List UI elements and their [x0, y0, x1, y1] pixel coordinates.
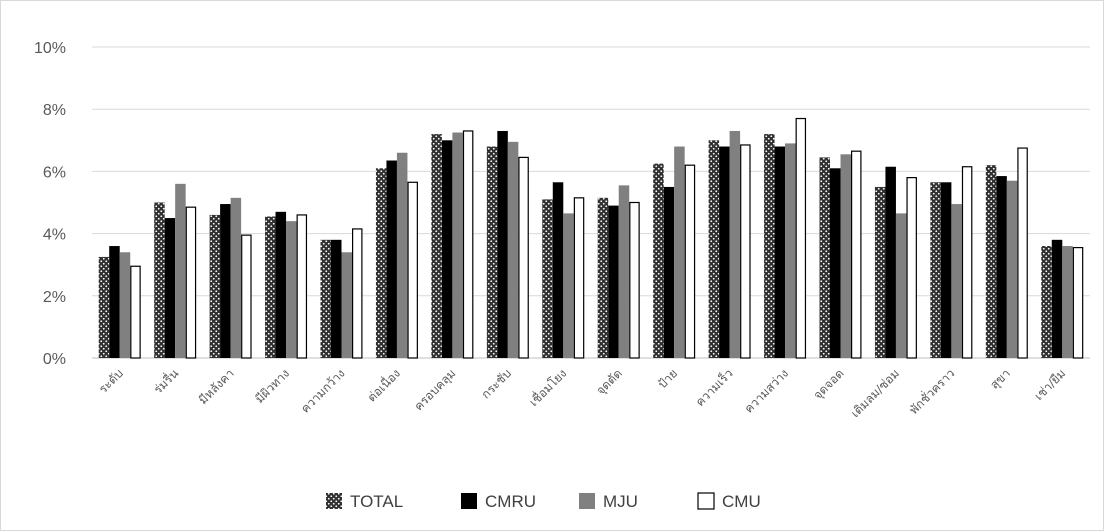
bar-cmru	[552, 182, 564, 358]
legend-swatch-cmru	[461, 493, 477, 509]
bar-total	[486, 146, 498, 358]
bar-cmu	[518, 156, 529, 359]
legend-label-cmru: CMRU	[485, 492, 536, 511]
bar-mju	[119, 252, 131, 358]
bar-total	[874, 186, 886, 358]
bar-cmru	[109, 246, 120, 358]
bar-cmu	[795, 117, 807, 359]
bar-total	[98, 256, 110, 358]
bar-cmu	[961, 166, 973, 359]
bar-mju	[618, 185, 630, 358]
bar-total	[542, 199, 553, 358]
bar-cmru	[441, 140, 453, 358]
bar-total	[320, 239, 331, 358]
bar-cmru	[608, 205, 619, 358]
bar-mju	[951, 204, 962, 358]
bar-cmru	[663, 186, 675, 358]
bar-cmru	[220, 204, 231, 358]
bar-cmru	[885, 166, 896, 358]
bar-cmru	[497, 130, 508, 358]
bar-mju	[452, 132, 463, 358]
bar-cmru	[774, 146, 786, 358]
bar-cmru	[331, 239, 342, 358]
bar-cmu	[407, 181, 418, 359]
bar-mju	[840, 154, 851, 358]
bar-cmu	[1072, 246, 1084, 359]
bar-total	[375, 168, 387, 358]
bar-mju	[396, 152, 408, 358]
bar-total	[1041, 246, 1052, 358]
legend-swatch-cmu	[697, 492, 715, 510]
bar-cmru	[719, 146, 730, 358]
bar-mju	[286, 221, 297, 358]
bar-cmru	[275, 211, 287, 358]
bar-cmru	[996, 176, 1007, 358]
bar-cmru	[1051, 239, 1063, 358]
bar-mju	[230, 197, 242, 358]
y-tick-label: 4%	[43, 227, 66, 244]
legend-swatch-mju	[579, 493, 595, 509]
bar-cmu	[462, 130, 474, 359]
bar-mju	[674, 146, 685, 358]
bar-cmu	[573, 197, 585, 359]
bar-mju	[507, 141, 519, 358]
y-tick-label: 6%	[43, 164, 66, 181]
legend-label-total: TOTAL	[350, 492, 403, 511]
bar-cmu	[130, 265, 141, 359]
bar-mju	[1062, 246, 1073, 358]
bar-cmru	[164, 218, 176, 358]
bar-mju	[895, 213, 907, 358]
bar-mju	[341, 252, 352, 358]
gridlines	[92, 46, 1090, 359]
bar-cmu	[684, 164, 696, 359]
legend: TOTAL CMRU MJU CMU	[326, 492, 761, 511]
bar-cmru	[940, 182, 952, 358]
bar-cmu	[1017, 147, 1028, 359]
legend-swatch-total	[326, 493, 342, 509]
bar-cmu	[296, 214, 308, 359]
bar-mju	[785, 143, 796, 358]
bar-cmu	[850, 150, 862, 359]
bar-cmu	[740, 144, 751, 359]
bar-total	[985, 165, 997, 358]
y-tick-label: 10%	[34, 40, 66, 57]
legend-label-mju: MJU	[603, 492, 638, 511]
bar-mju	[563, 213, 574, 358]
y-axis-ticks: 0% 2% 4% 6% 8% 10%	[34, 40, 66, 368]
bar-total	[265, 216, 276, 358]
bar-cmu	[906, 177, 917, 359]
bar-mju	[729, 130, 741, 358]
bar-total	[597, 197, 609, 358]
bar-total	[209, 214, 221, 358]
y-tick-label: 8%	[43, 102, 66, 119]
bar-cmu	[352, 228, 363, 359]
bar-total	[708, 140, 720, 358]
bar-total	[431, 134, 442, 358]
bar-cmu	[629, 201, 640, 359]
bar-total	[819, 157, 830, 358]
bar-cmu	[241, 234, 252, 359]
bar-cmru	[830, 168, 841, 358]
bar-total	[653, 163, 664, 358]
bar-total	[930, 182, 941, 358]
bar-mju	[1006, 180, 1018, 358]
bar-total	[764, 134, 775, 358]
bar-total	[154, 202, 165, 358]
legend-label-cmu: CMU	[722, 492, 761, 511]
bar-cmru	[386, 160, 397, 358]
bar-cmu	[185, 206, 197, 359]
bars	[98, 117, 1084, 359]
bar-mju	[175, 183, 186, 358]
y-tick-label: 0%	[43, 351, 66, 368]
y-tick-label: 2%	[43, 289, 66, 306]
